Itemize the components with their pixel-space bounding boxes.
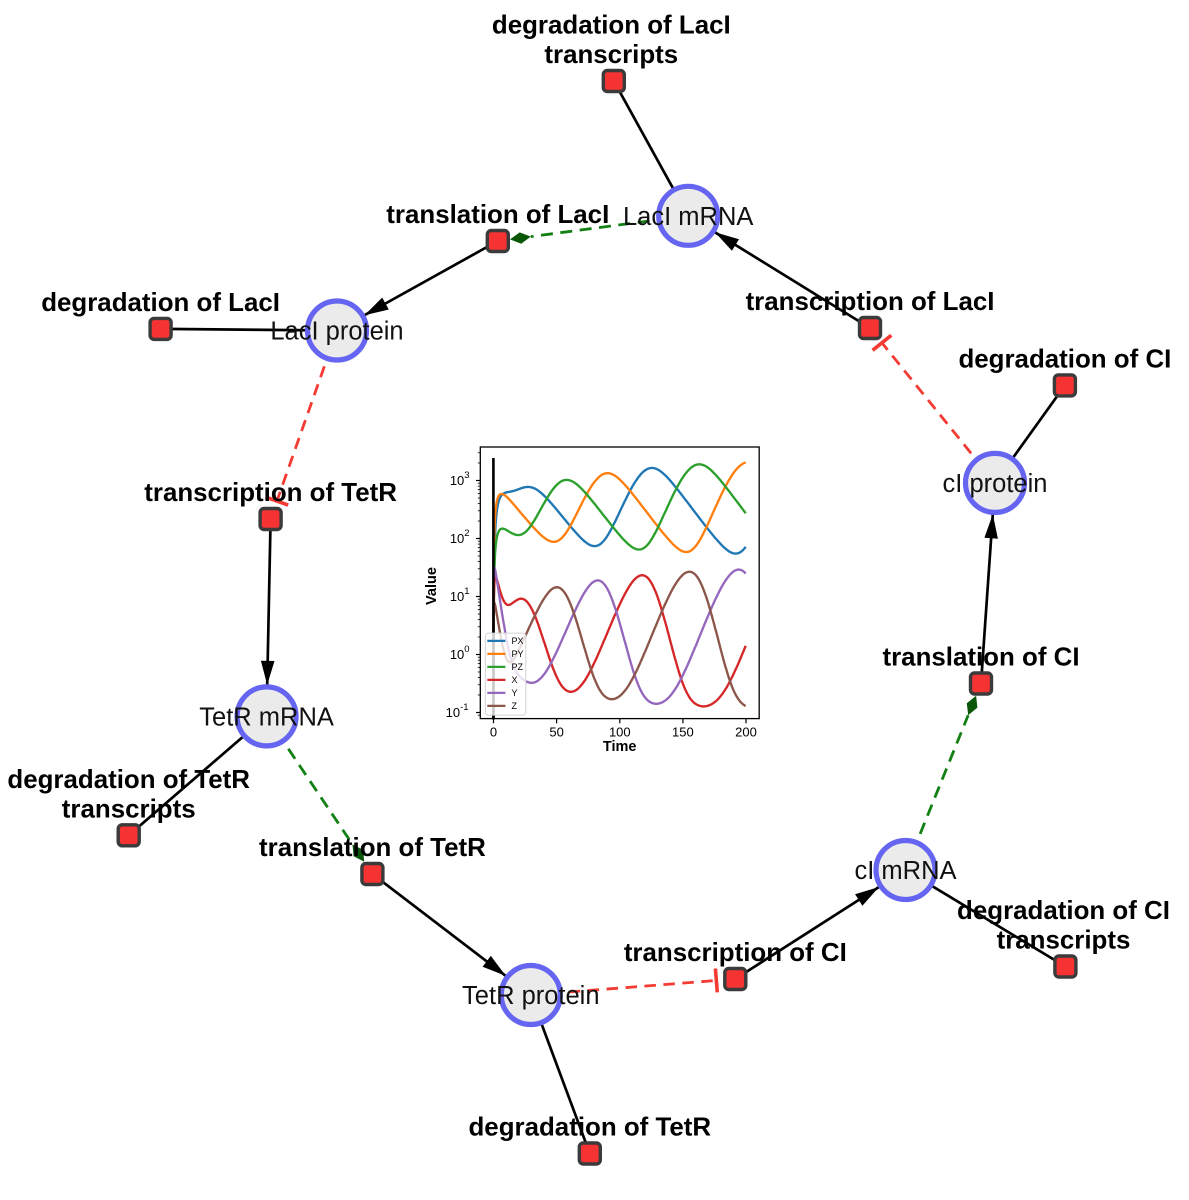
svg-text:LacI protein: LacI protein	[270, 318, 403, 346]
svg-text:150: 150	[672, 725, 694, 740]
svg-text:transcription of TetR: transcription of TetR	[144, 479, 397, 507]
svg-text:2: 2	[464, 528, 469, 539]
svg-text:10: 10	[446, 705, 460, 720]
svg-text:10: 10	[450, 589, 464, 604]
svg-text:translation of TetR: translation of TetR	[259, 834, 486, 862]
svg-text:0: 0	[490, 725, 497, 740]
svg-text:transcription of LacI: transcription of LacI	[746, 288, 995, 316]
svg-text:10: 10	[450, 531, 464, 546]
svg-text:degradation of LacI: degradation of LacI	[41, 289, 280, 317]
svg-text:PZ: PZ	[512, 662, 524, 672]
svg-text:transcripts: transcripts	[997, 927, 1131, 955]
svg-text:1: 1	[464, 586, 469, 597]
svg-text:translation of CI: translation of CI	[882, 644, 1079, 672]
svg-text:TetR mRNA: TetR mRNA	[199, 703, 334, 731]
svg-text:-1: -1	[460, 702, 468, 713]
svg-text:PY: PY	[512, 649, 524, 659]
svg-text:degradation of CI: degradation of CI	[958, 345, 1171, 373]
svg-text:translation of LacI: translation of LacI	[386, 201, 609, 229]
svg-text:10: 10	[450, 647, 464, 662]
svg-text:Value: Value	[424, 567, 440, 605]
svg-text:transcription of CI: transcription of CI	[624, 939, 847, 967]
svg-text:100: 100	[609, 725, 631, 740]
svg-text:0: 0	[464, 644, 469, 655]
svg-text:degradation of TetR: degradation of TetR	[468, 1114, 711, 1142]
svg-text:Y: Y	[512, 688, 518, 698]
svg-text:10: 10	[450, 473, 464, 488]
svg-text:cI protein: cI protein	[943, 470, 1048, 498]
svg-text:LacI mRNA: LacI mRNA	[623, 203, 753, 231]
svg-text:degradation of LacI: degradation of LacI	[492, 12, 731, 40]
svg-text:50: 50	[549, 725, 563, 740]
svg-text:3: 3	[464, 470, 469, 481]
svg-text:transcripts: transcripts	[544, 41, 678, 69]
svg-text:transcripts: transcripts	[62, 795, 196, 823]
svg-text:Z: Z	[512, 701, 518, 711]
svg-text:degradation of CI: degradation of CI	[957, 897, 1170, 925]
svg-text:cI mRNA: cI mRNA	[855, 857, 957, 885]
svg-text:PX: PX	[512, 636, 524, 646]
svg-text:TetR protein: TetR protein	[462, 982, 600, 1010]
svg-text:degradation of TetR: degradation of TetR	[7, 766, 250, 794]
svg-text:Time: Time	[603, 739, 637, 755]
svg-text:X: X	[512, 675, 518, 685]
svg-text:200: 200	[735, 725, 757, 740]
